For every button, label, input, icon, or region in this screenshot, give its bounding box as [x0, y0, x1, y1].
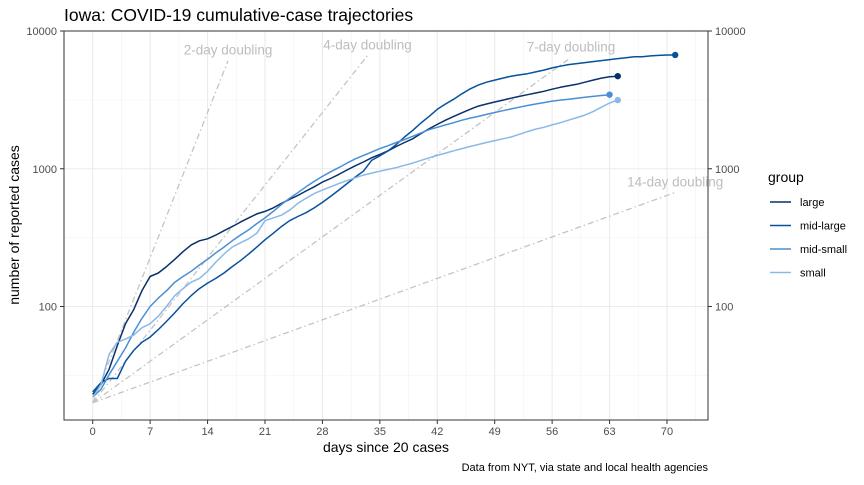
series-endpoint-small — [614, 96, 621, 104]
x-tick-label: 42 — [431, 426, 443, 438]
chart-title: Iowa: COVID-19 cumulative-case trajector… — [64, 5, 413, 25]
doubling-line — [92, 191, 676, 404]
legend-label-mid-small: mid-small — [800, 244, 847, 256]
x-tick-label: 56 — [546, 426, 558, 438]
doubling-label: 7-day doubling — [527, 39, 616, 54]
axes: 0 7 14 21 28 35 42 49 56 63 70 100 100 1000 1000 10000 1… — [26, 26, 745, 438]
grid-lines — [64, 30, 708, 420]
doubling-line — [92, 60, 229, 404]
legend-title: group — [768, 169, 804, 185]
doubling-line — [92, 56, 572, 404]
x-axis-label: days since 20 cases — [323, 439, 449, 455]
doubling-reference-lines: 2-day doubling 4-day doubling 7-day doubli… — [92, 37, 723, 404]
x-tick-label: 63 — [603, 426, 615, 438]
y-tick-label-left: 100 — [39, 302, 57, 314]
series-lines — [92, 51, 679, 398]
series-endpoint-large — [614, 72, 621, 80]
y-tick-label-right: 10000 — [715, 26, 746, 38]
series-endpoint-mid-small — [606, 91, 613, 98]
x-tick-label: 28 — [316, 426, 328, 438]
x-tick-label: 49 — [489, 426, 501, 438]
y-tick-label-right: 100 — [715, 302, 733, 314]
series-line-small — [92, 99, 619, 398]
legend-label-large: large — [800, 197, 824, 209]
series-line-large — [92, 75, 618, 395]
x-tick-label: 0 — [90, 426, 96, 438]
doubling-line — [92, 55, 369, 404]
legend: group large mid-large mid-small small — [768, 169, 847, 280]
x-tick-label: 21 — [259, 426, 271, 438]
x-tick-label: 7 — [147, 426, 153, 438]
doubling-label: 2-day doubling — [184, 43, 273, 58]
legend-label-mid-large: mid-large — [800, 221, 846, 233]
y-tick-label-left: 1000 — [33, 164, 57, 176]
series-endpoint-mid-large — [671, 51, 679, 59]
x-tick-label: 70 — [661, 426, 673, 438]
y-tick-label-left: 10000 — [26, 26, 57, 38]
y-axis-label: number of reported cases — [6, 145, 22, 305]
x-tick-label: 14 — [201, 426, 213, 438]
caption: Data from NYT, via state and local healt… — [462, 462, 709, 474]
doubling-label: 14-day doubling — [627, 174, 723, 189]
y-tick-label-right: 1000 — [715, 164, 739, 176]
x-tick-label: 35 — [374, 426, 386, 438]
doubling-label: 4-day doubling — [323, 37, 412, 52]
series-line-mid-large — [92, 54, 676, 393]
series-line-mid-small — [92, 93, 610, 398]
plot-panel-border — [63, 30, 709, 421]
legend-label-small: small — [800, 268, 826, 280]
